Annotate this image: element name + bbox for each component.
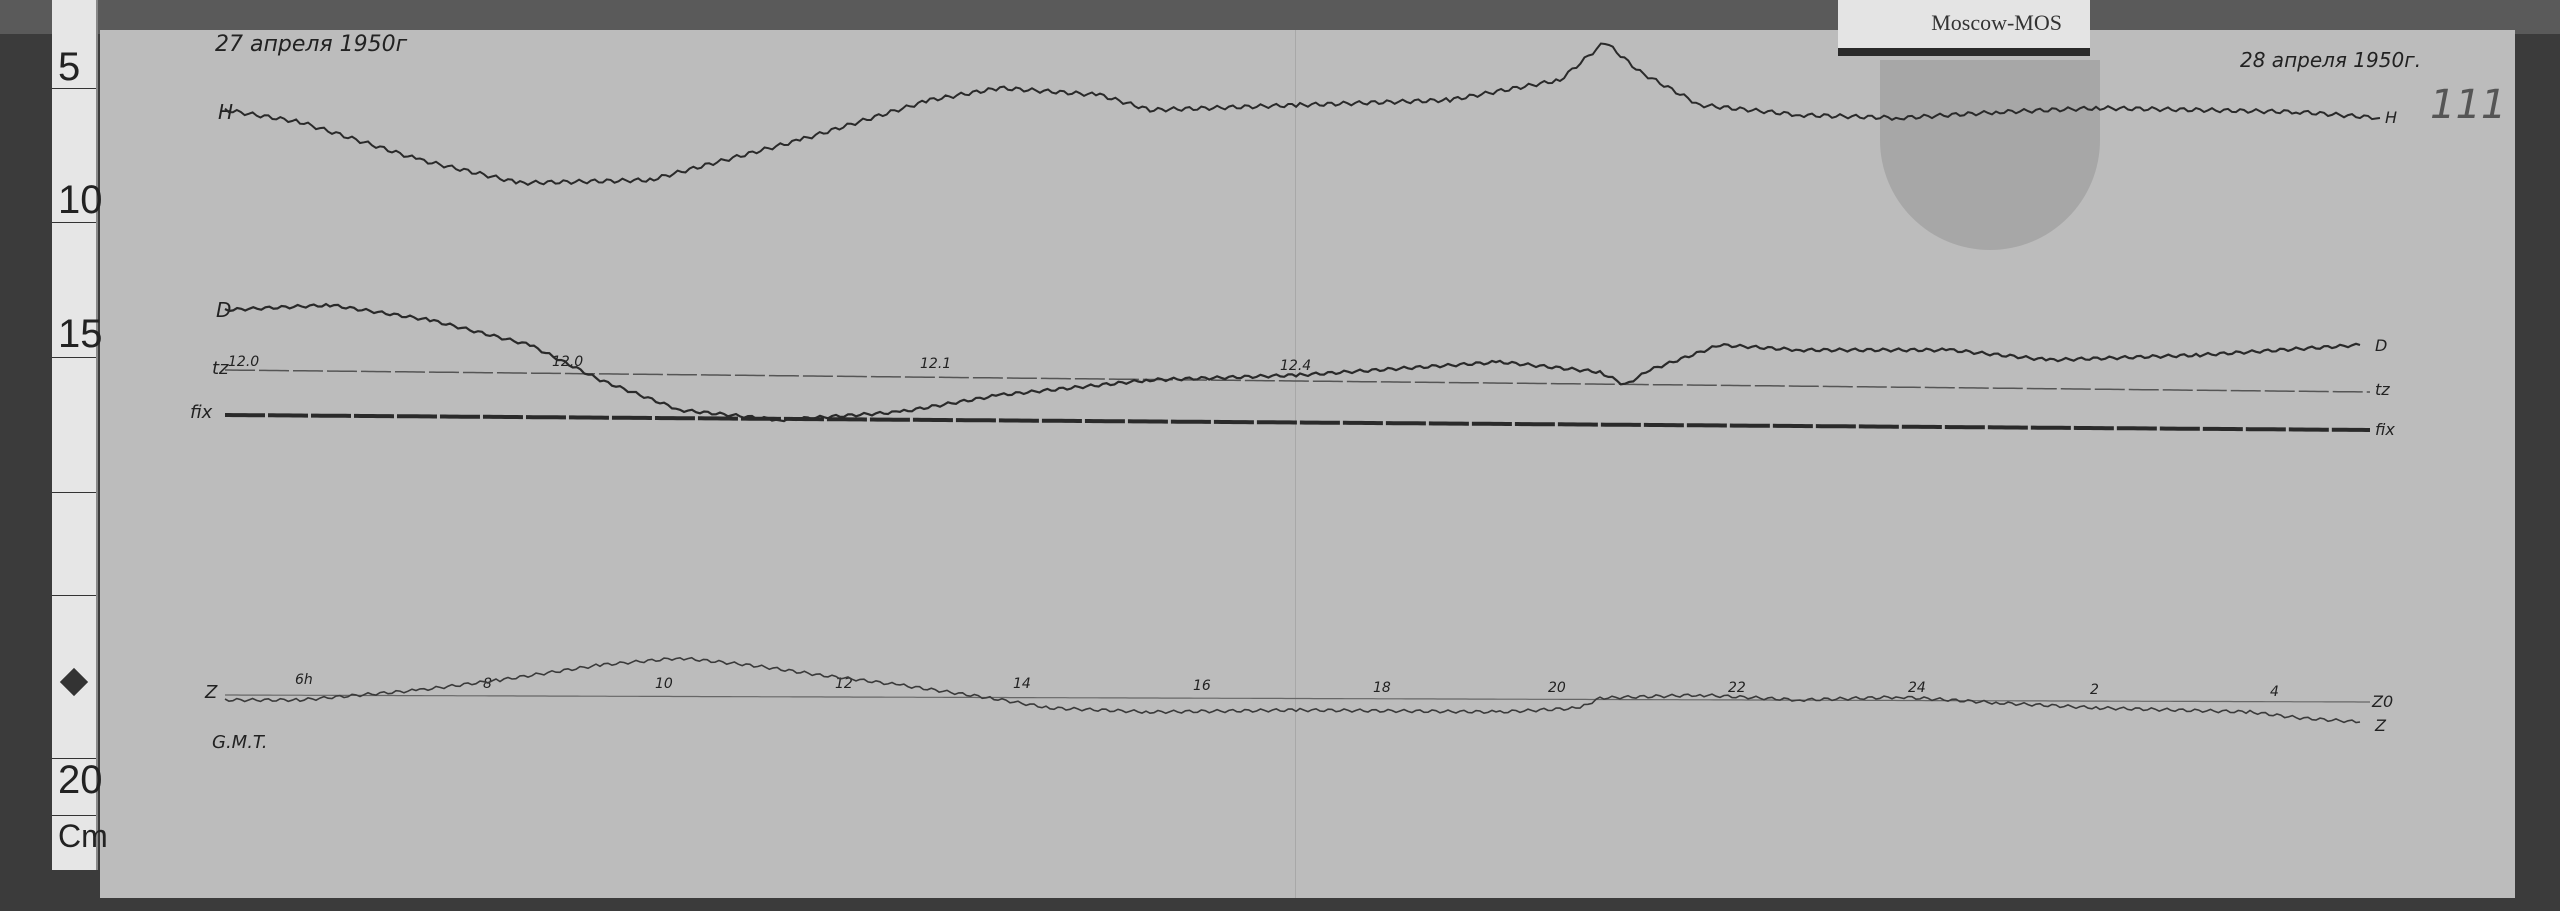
tz-label-left: tz — [212, 358, 229, 379]
ruler-tick — [52, 595, 96, 596]
h-label-left: H — [218, 100, 234, 124]
hour-label: 18 — [1373, 680, 1391, 696]
temp-label: 12.0 — [228, 354, 260, 370]
temp-label: 12.4 — [1280, 358, 1312, 374]
gmt-label: G.M.T. — [212, 732, 268, 753]
hour-label: 24 — [1908, 680, 1926, 696]
hour-label: 2 — [2090, 682, 2099, 698]
z0-label: Z0 — [2372, 692, 2394, 711]
d-label-left: D — [216, 298, 232, 322]
hour-label: 8 — [483, 676, 492, 692]
d-label-right: D — [2375, 336, 2388, 355]
paper-fold — [1295, 30, 1296, 898]
glare-shadow — [1880, 60, 2100, 250]
sheet-number: 111 — [2430, 82, 2507, 128]
z-baseline — [225, 694, 2370, 703]
top-band — [0, 0, 2560, 34]
start-date: 27 апреля 1950г — [215, 32, 408, 57]
d-trace — [224, 302, 2361, 423]
station-label-card: Moscow-MOS — [1838, 0, 2090, 48]
temp-label: 12.1 — [920, 356, 952, 372]
ruler-mark: 15 — [58, 312, 103, 356]
fix-label-left: fix — [190, 402, 213, 423]
hour-label: 12 — [835, 676, 853, 692]
station-label: Moscow-MOS — [1931, 10, 2062, 35]
tz-label-right: tz — [2375, 380, 2390, 399]
ruler-tick — [52, 758, 96, 759]
hour-label: 22 — [1728, 680, 1746, 696]
hour-label: 6h — [295, 672, 313, 688]
temp-label: 12.0 — [552, 354, 584, 370]
hour-label: 10 — [655, 676, 673, 692]
hour-label: 4 — [2270, 684, 2279, 700]
magnetogram-paper — [100, 30, 2515, 898]
ruler-tick — [52, 222, 96, 223]
z-label-left: Z — [205, 682, 218, 703]
fix-label-right: fix — [2375, 420, 2395, 439]
h-trace — [224, 42, 2381, 186]
ruler-tick — [52, 357, 96, 358]
ruler-mark: 20 — [58, 758, 103, 802]
tz-baseline — [225, 369, 2370, 393]
hour-label: 16 — [1193, 678, 1211, 694]
ruler-mark: 5 — [58, 45, 81, 89]
ruler-tick — [52, 88, 96, 89]
hour-label: 14 — [1013, 676, 1031, 692]
z-label-right: Z — [2375, 716, 2386, 735]
ruler-tick — [52, 492, 96, 493]
hour-label: 20 — [1548, 680, 1566, 696]
ruler-tick — [52, 815, 96, 816]
h-label-right: H — [2385, 108, 2398, 127]
ruler-unit: Cm — [58, 818, 108, 854]
ruler-mark: 10 — [58, 178, 103, 222]
z-trace — [224, 656, 2361, 724]
cm-ruler: 5 10 15 15 20 Cm — [52, 0, 108, 870]
end-date: 28 апреля 1950г. — [2240, 48, 2422, 72]
fix-baseline — [225, 413, 2370, 432]
